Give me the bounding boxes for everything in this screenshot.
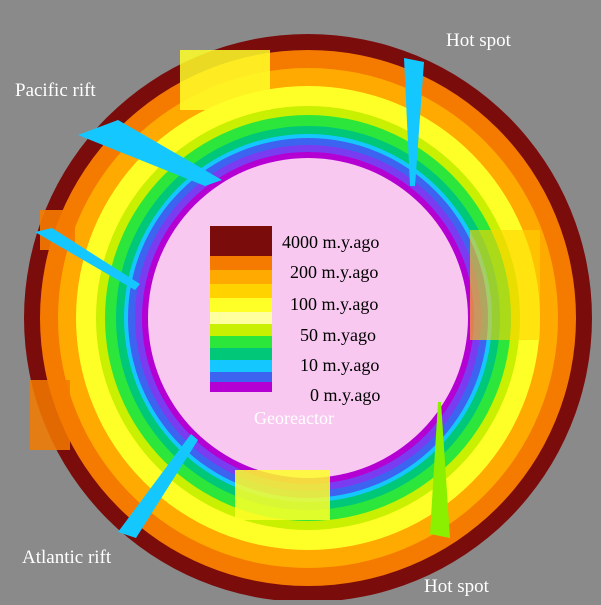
legend-swatch-200-a bbox=[210, 256, 272, 270]
legend-swatch-100-b bbox=[210, 298, 272, 312]
atlantic-rift-label: Atlantic rift bbox=[22, 547, 112, 568]
legend-swatch-4000 bbox=[210, 226, 272, 256]
legend-label-50: 50 m.yago bbox=[300, 325, 376, 345]
legend-label-0: 0 m.y.ago bbox=[310, 385, 380, 405]
upper-yellow-block bbox=[180, 50, 270, 110]
legend-swatch-50-c bbox=[210, 336, 272, 348]
legend-swatch-10-a bbox=[210, 348, 272, 360]
legend-swatch-0-a bbox=[210, 372, 272, 382]
core-label: Georeactor bbox=[254, 408, 334, 428]
legend-label-10: 10 m.y.ago bbox=[300, 355, 379, 375]
legend-swatch-200-b bbox=[210, 270, 272, 284]
hot-spot-label-top: Hot spot bbox=[446, 30, 512, 51]
legend-label-4000: 4000 m.y.ago bbox=[282, 232, 379, 252]
legend-label-200: 200 m.y.ago bbox=[290, 262, 378, 282]
right-yellow-block bbox=[470, 230, 540, 340]
legend-swatch-100-a bbox=[210, 284, 272, 298]
hot-spot-label-bottom: Hot spot bbox=[424, 576, 490, 597]
lower-yellow-block bbox=[235, 470, 330, 520]
pacific-rift-label: Pacific rift bbox=[15, 80, 96, 101]
legend-swatch-50-a bbox=[210, 312, 272, 324]
legend-swatch-10-b bbox=[210, 360, 272, 372]
lower-left-orange-block bbox=[30, 380, 70, 450]
legend-swatches bbox=[210, 226, 272, 392]
legend-swatch-0-b bbox=[210, 382, 272, 392]
legend-label-100: 100 m.y.ago bbox=[290, 294, 378, 314]
legend-swatch-50-b bbox=[210, 324, 272, 336]
georeactor-core bbox=[148, 158, 468, 478]
